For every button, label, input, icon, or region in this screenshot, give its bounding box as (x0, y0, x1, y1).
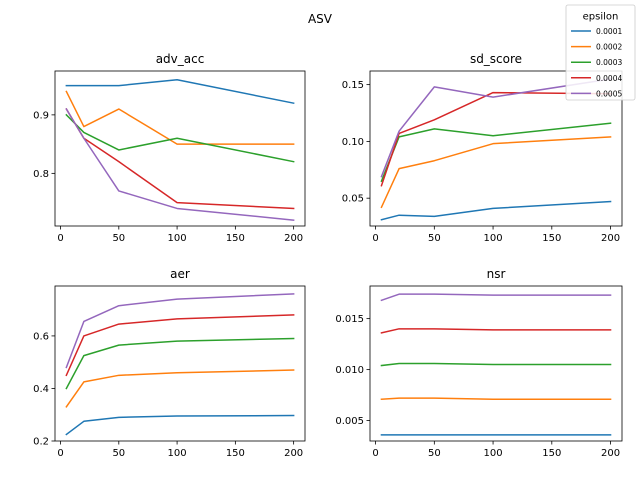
series-line-0.0004 (65, 314, 295, 377)
x-tick-label: 50 (428, 448, 441, 459)
series-line-0.0002 (65, 90, 295, 145)
series-line-0.0001 (380, 200, 612, 221)
y-tick-label: 0.010 (335, 365, 364, 376)
x-tick-label: 100 (168, 233, 187, 244)
y-tick-label: 0.10 (342, 137, 364, 148)
subplot-title: aer (170, 267, 190, 281)
legend: epsilon 0.0001 0.0002 0.0003 0.0004 0.0005 (565, 4, 636, 101)
y-tick-label: 0.05 (342, 194, 364, 205)
x-tick-label: 0 (372, 448, 378, 459)
subplot-title: sd_score (470, 52, 522, 66)
series-line-0.0004 (380, 328, 612, 334)
series-line-0.0003 (65, 337, 295, 390)
x-tick-label: 0 (57, 448, 63, 459)
series-line-0.0005 (65, 107, 295, 221)
x-tick-label: 100 (168, 448, 187, 459)
subplots: adv_acc 0 50 100 150 200 0.8 0.9 sd_score 0 50 100 1… (33, 52, 623, 459)
y-tick-label: 0.6 (33, 331, 49, 342)
y-tick-label: 0.15 (342, 80, 364, 91)
legend-frame (565, 4, 636, 101)
y-tick-label: 0.2 (33, 437, 49, 448)
series-line-0.0004 (380, 91, 612, 187)
y-tick-label: 0.4 (33, 384, 49, 395)
series-line-0.0002 (380, 136, 612, 209)
subplot-sd-score: sd_score 0 50 100 150 200 0.05 0.10 0.15 (342, 52, 623, 244)
series-line-0.0003 (380, 362, 612, 367)
x-tick-label: 0 (372, 233, 378, 244)
x-tick-label: 200 (601, 233, 620, 244)
x-tick-label: 100 (484, 233, 503, 244)
axes-frame (369, 70, 623, 227)
x-tick-label: 50 (428, 233, 441, 244)
subplot-adv-acc: adv_acc 0 50 100 150 200 0.8 0.9 (33, 52, 306, 244)
series-line-0.0005 (380, 78, 612, 178)
y-tick-label: 0.005 (335, 416, 364, 427)
series-line-0.0005 (65, 293, 295, 369)
axes-frame (54, 70, 306, 227)
subplot-nsr: nsr 0 50 100 150 200 0.005 0.010 0.015 (335, 267, 623, 459)
series-line-0.0001 (65, 414, 295, 436)
x-tick-label: 150 (226, 233, 245, 244)
y-tick-label: 0.9 (33, 110, 49, 121)
legend-label: 0.0001 (596, 27, 622, 36)
x-tick-label: 150 (226, 448, 245, 459)
series-line-0.0005 (380, 293, 612, 302)
x-tick-label: 50 (112, 233, 125, 244)
series-line-0.0001 (65, 79, 295, 105)
series-line-0.0002 (380, 397, 612, 400)
y-tick-label: 0.015 (335, 314, 364, 325)
subplot-title: adv_acc (156, 52, 205, 66)
x-tick-label: 100 (484, 448, 503, 459)
axes-frame (54, 285, 306, 442)
x-tick-label: 200 (284, 233, 303, 244)
legend-label: 0.0002 (596, 43, 622, 52)
x-tick-label: 150 (542, 448, 561, 459)
x-tick-label: 0 (57, 233, 63, 244)
series-line-0.0002 (65, 369, 295, 408)
axes-frame (369, 285, 623, 442)
legend-label: 0.0005 (596, 89, 622, 98)
series-line-0.0003 (65, 113, 295, 163)
subplot-aer: aer 0 50 100 150 200 0.2 0.4 0.6 (33, 267, 306, 459)
legend-title: epsilon (583, 12, 619, 23)
x-tick-label: 150 (542, 233, 561, 244)
x-tick-label: 200 (601, 448, 620, 459)
legend-label: 0.0004 (596, 74, 622, 83)
subplot-title: nsr (487, 267, 506, 281)
x-tick-label: 200 (284, 448, 303, 459)
figure-title: ASV (308, 12, 333, 26)
y-tick-label: 0.8 (33, 169, 49, 180)
x-tick-label: 50 (112, 448, 125, 459)
legend-label: 0.0003 (596, 58, 622, 67)
